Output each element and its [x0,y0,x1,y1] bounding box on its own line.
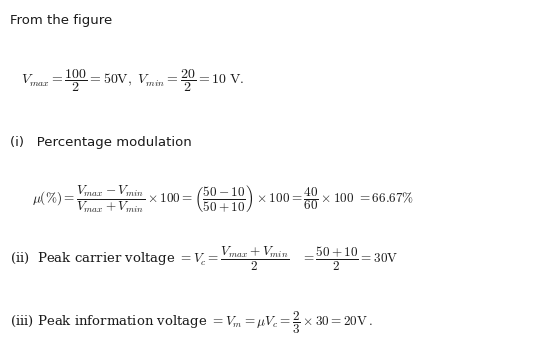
Text: (i)   Percentage modulation: (i) Percentage modulation [10,136,191,149]
Text: $V_{max} = \dfrac{100}{2} = 50\mathrm{V},\ V_{min} = \dfrac{20}{2} = 10\ \mathrm: $V_{max} = \dfrac{100}{2} = 50\mathrm{V}… [21,68,245,94]
Text: (iii) Peak information voltage $= V_m = \mu V_c = \dfrac{2}{3}\times 30 = 20\mat: (iii) Peak information voltage $= V_m = … [10,309,373,336]
Text: (ii)  Peak carrier voltage $= V_c = \dfrac{V_{max} + V_{min}}{2} \quad = \dfrac{: (ii) Peak carrier voltage $= V_c = \dfra… [10,245,398,273]
Text: $\mu(\%) = \dfrac{V_{max} - V_{min}}{V_{max} + V_{min}} \times 100 = \left(\dfra: $\mu(\%) = \dfrac{V_{max} - V_{min}}{V_{… [32,184,414,215]
Text: From the figure: From the figure [10,14,112,27]
